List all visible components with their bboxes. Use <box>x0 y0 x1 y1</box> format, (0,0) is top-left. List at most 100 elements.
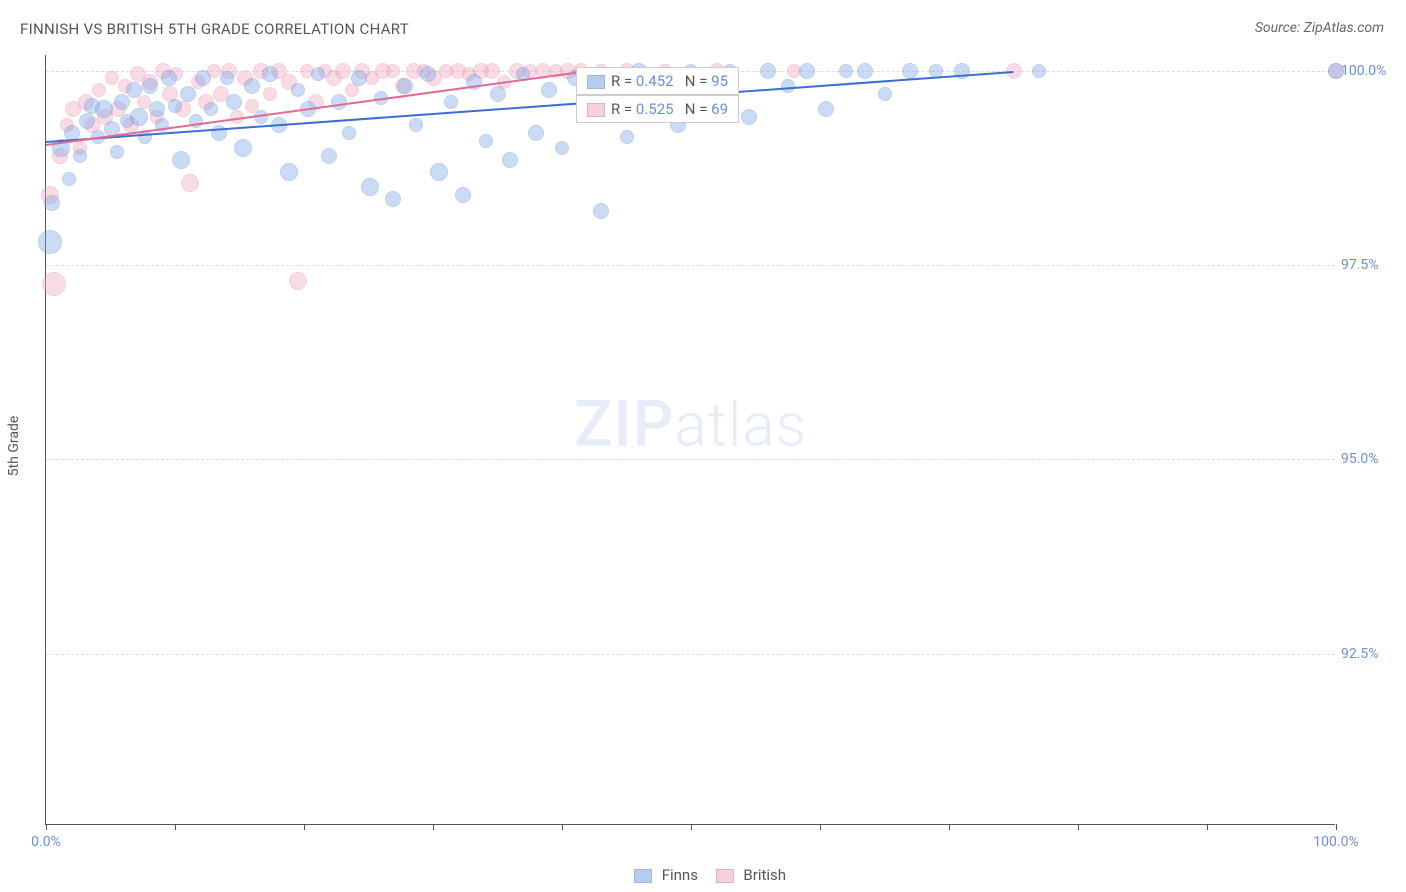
scatter-point-finns <box>741 109 757 125</box>
watermark-rest: atlas <box>675 390 808 461</box>
scatter-point-finns <box>204 102 218 116</box>
scatter-point-finns <box>490 86 506 102</box>
y-tick-label: 95.0% <box>1341 451 1393 467</box>
gridline <box>46 459 1335 460</box>
stats-swatch-british <box>587 103 605 117</box>
stats-box-british: R = 0.525 N = 69 <box>576 95 739 123</box>
scatter-point-british <box>92 83 106 97</box>
gridline <box>46 265 1335 266</box>
legend: Finns British <box>620 866 786 884</box>
scatter-point-finns <box>331 94 347 110</box>
scatter-point-finns <box>455 187 471 203</box>
scatter-point-finns <box>528 125 544 141</box>
y-tick-label: 100.0% <box>1341 63 1393 79</box>
scatter-point-finns <box>839 64 853 78</box>
scatter-point-finns <box>110 145 124 159</box>
scatter-point-finns <box>1032 64 1046 78</box>
scatter-point-finns <box>126 82 142 98</box>
legend-swatch-british <box>716 869 734 883</box>
watermark: ZIPatlas <box>574 387 807 462</box>
x-tick <box>175 824 176 830</box>
stats-r-value: 0.452 <box>636 72 674 90</box>
scatter-point-finns <box>361 178 379 196</box>
scatter-point-finns <box>244 78 260 94</box>
scatter-point-finns <box>142 78 158 94</box>
stats-n-label: N = <box>685 100 711 118</box>
stats-n-value: 69 <box>711 100 728 118</box>
scatter-point-finns <box>62 172 76 186</box>
scatter-point-finns <box>220 71 234 85</box>
scatter-point-finns <box>195 70 211 86</box>
y-tick-label: 97.5% <box>1341 257 1393 273</box>
scatter-point-british <box>263 87 277 101</box>
scatter-point-finns <box>161 70 177 86</box>
chart-title: FINNISH VS BRITISH 5TH GRADE CORRELATION… <box>20 20 409 38</box>
scatter-point-british <box>386 64 400 78</box>
scatter-point-finns <box>351 70 367 86</box>
y-tick-label: 92.5% <box>1341 646 1393 662</box>
scatter-point-british <box>335 63 351 79</box>
scatter-point-finns <box>1328 63 1344 79</box>
x-tick-label: 100.0% <box>1313 834 1358 850</box>
scatter-point-finns <box>479 134 493 148</box>
scatter-point-finns <box>444 95 458 109</box>
scatter-point-finns <box>73 149 87 163</box>
x-tick <box>1336 824 1337 830</box>
scatter-point-finns <box>79 113 95 129</box>
scatter-point-finns <box>593 203 609 219</box>
scatter-point-finns <box>902 63 918 79</box>
scatter-point-finns <box>430 163 448 181</box>
legend-label-finns: Finns <box>662 866 698 884</box>
gridline <box>46 654 1335 655</box>
stats-box-finns: R = 0.452 N = 95 <box>576 67 739 95</box>
scatter-point-finns <box>342 126 356 140</box>
stats-r-label: R = <box>611 100 636 118</box>
scatter-plot-area: ZIPatlas 92.5%95.0%97.5%100.0%0.0%100.0%… <box>45 55 1335 825</box>
scatter-point-finns <box>760 63 776 79</box>
scatter-point-finns <box>818 101 834 117</box>
scatter-point-finns <box>311 67 325 81</box>
x-tick-label: 0.0% <box>31 834 61 850</box>
scatter-point-finns <box>397 78 413 94</box>
scatter-point-finns <box>555 141 569 155</box>
scatter-point-finns <box>620 130 634 144</box>
scatter-point-finns <box>180 86 196 102</box>
scatter-point-finns <box>262 66 278 82</box>
scatter-point-finns <box>857 63 873 79</box>
x-tick <box>820 824 821 830</box>
stats-swatch-finns <box>587 75 605 89</box>
stats-r-value: 0.525 <box>636 100 674 118</box>
stats-n-value: 95 <box>711 72 728 90</box>
scatter-point-finns <box>130 108 148 126</box>
y-axis-label: 5th Grade <box>6 416 22 477</box>
scatter-point-finns <box>234 139 252 157</box>
legend-label-british: British <box>743 866 786 884</box>
legend-swatch-finns <box>634 869 652 883</box>
source-citation: Source: ZipAtlas.com <box>1255 20 1384 36</box>
scatter-point-british <box>105 71 119 85</box>
x-tick <box>1078 824 1079 830</box>
scatter-point-british <box>289 272 307 290</box>
scatter-point-finns <box>541 82 557 98</box>
scatter-point-finns <box>44 195 60 211</box>
x-tick <box>949 824 950 830</box>
scatter-point-finns <box>38 230 62 254</box>
scatter-point-finns <box>420 66 436 82</box>
stats-r-label: R = <box>611 72 636 90</box>
stats-n-label: N = <box>685 72 711 90</box>
x-tick <box>433 824 434 830</box>
scatter-point-finns <box>799 63 815 79</box>
scatter-point-finns <box>878 87 892 101</box>
x-tick <box>1207 824 1208 830</box>
scatter-point-finns <box>168 99 182 113</box>
scatter-point-finns <box>291 83 305 97</box>
scatter-point-finns <box>321 148 337 164</box>
scatter-point-british <box>181 174 199 192</box>
x-tick <box>691 824 692 830</box>
scatter-point-finns <box>172 151 190 169</box>
watermark-bold: ZIP <box>574 387 675 462</box>
scatter-point-finns <box>502 152 518 168</box>
scatter-point-finns <box>280 163 298 181</box>
x-tick <box>304 824 305 830</box>
scatter-point-british <box>42 272 66 296</box>
